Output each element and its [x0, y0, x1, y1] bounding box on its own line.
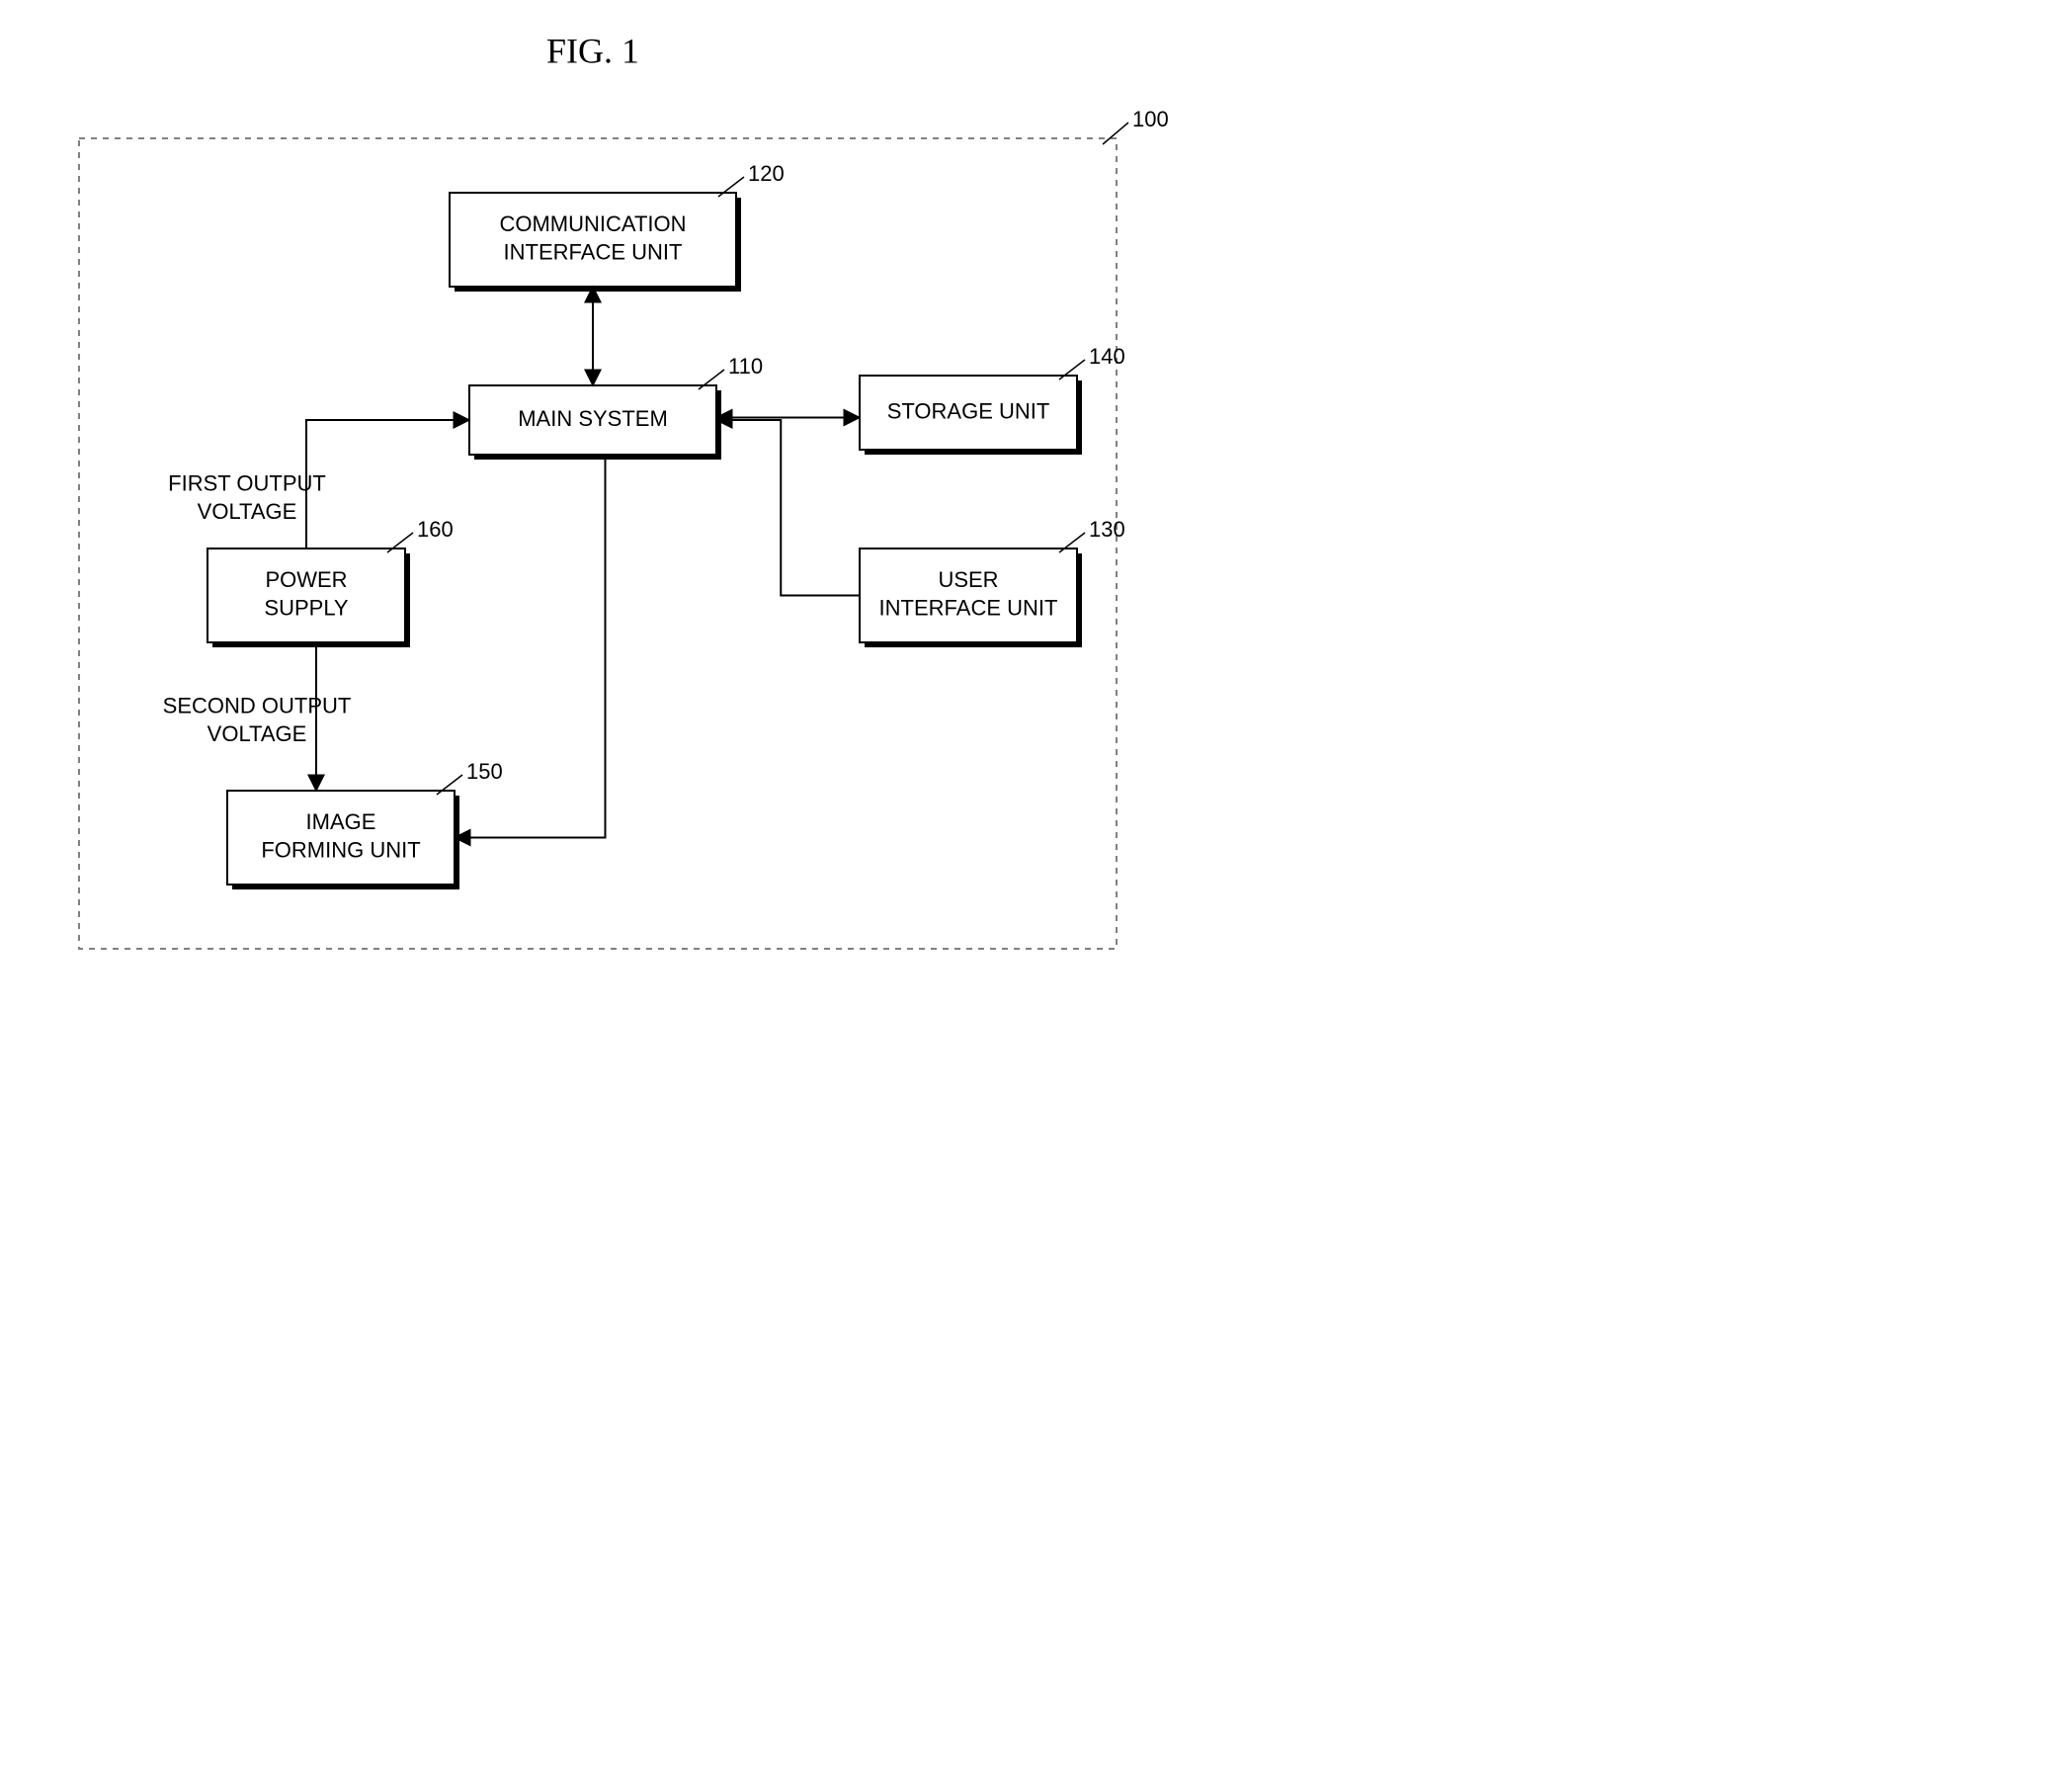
edge-label-first: FIRST OUTPUT [168, 471, 326, 496]
ref-110: 110 [728, 354, 763, 379]
edge-label-second: SECOND OUTPUT [163, 694, 352, 718]
ref-150: 150 [466, 759, 503, 784]
connector-user-to-main [716, 420, 860, 596]
image-label: IMAGE [306, 809, 376, 834]
figure-canvas: FIG. 1 100 MAIN SYSTEM 110 COMMUNICATION INTE… [0, 0, 1186, 1014]
figure-title: FIG. 1 [546, 31, 639, 70]
comm-label: COMMUNICATION [499, 211, 686, 236]
leader-100 [1103, 123, 1128, 144]
user-label: INTERFACE UNIT [879, 596, 1058, 621]
power-label: SUPPLY [264, 596, 349, 621]
image-label: FORMING UNIT [261, 838, 420, 863]
ref-140: 140 [1089, 344, 1125, 369]
comm-label: INTERFACE UNIT [504, 240, 683, 265]
storage-label: STORAGE UNIT [887, 398, 1050, 423]
ref-160: 160 [417, 517, 454, 542]
user-label: USER [938, 567, 998, 592]
ref-120: 120 [748, 161, 785, 186]
power-label: POWER [265, 567, 347, 592]
ref-100: 100 [1132, 107, 1169, 131]
ref-130: 130 [1089, 517, 1125, 542]
main-label: MAIN SYSTEM [518, 406, 668, 431]
edge-label-second: VOLTAGE [207, 721, 307, 746]
edge-label-first: VOLTAGE [198, 499, 297, 524]
